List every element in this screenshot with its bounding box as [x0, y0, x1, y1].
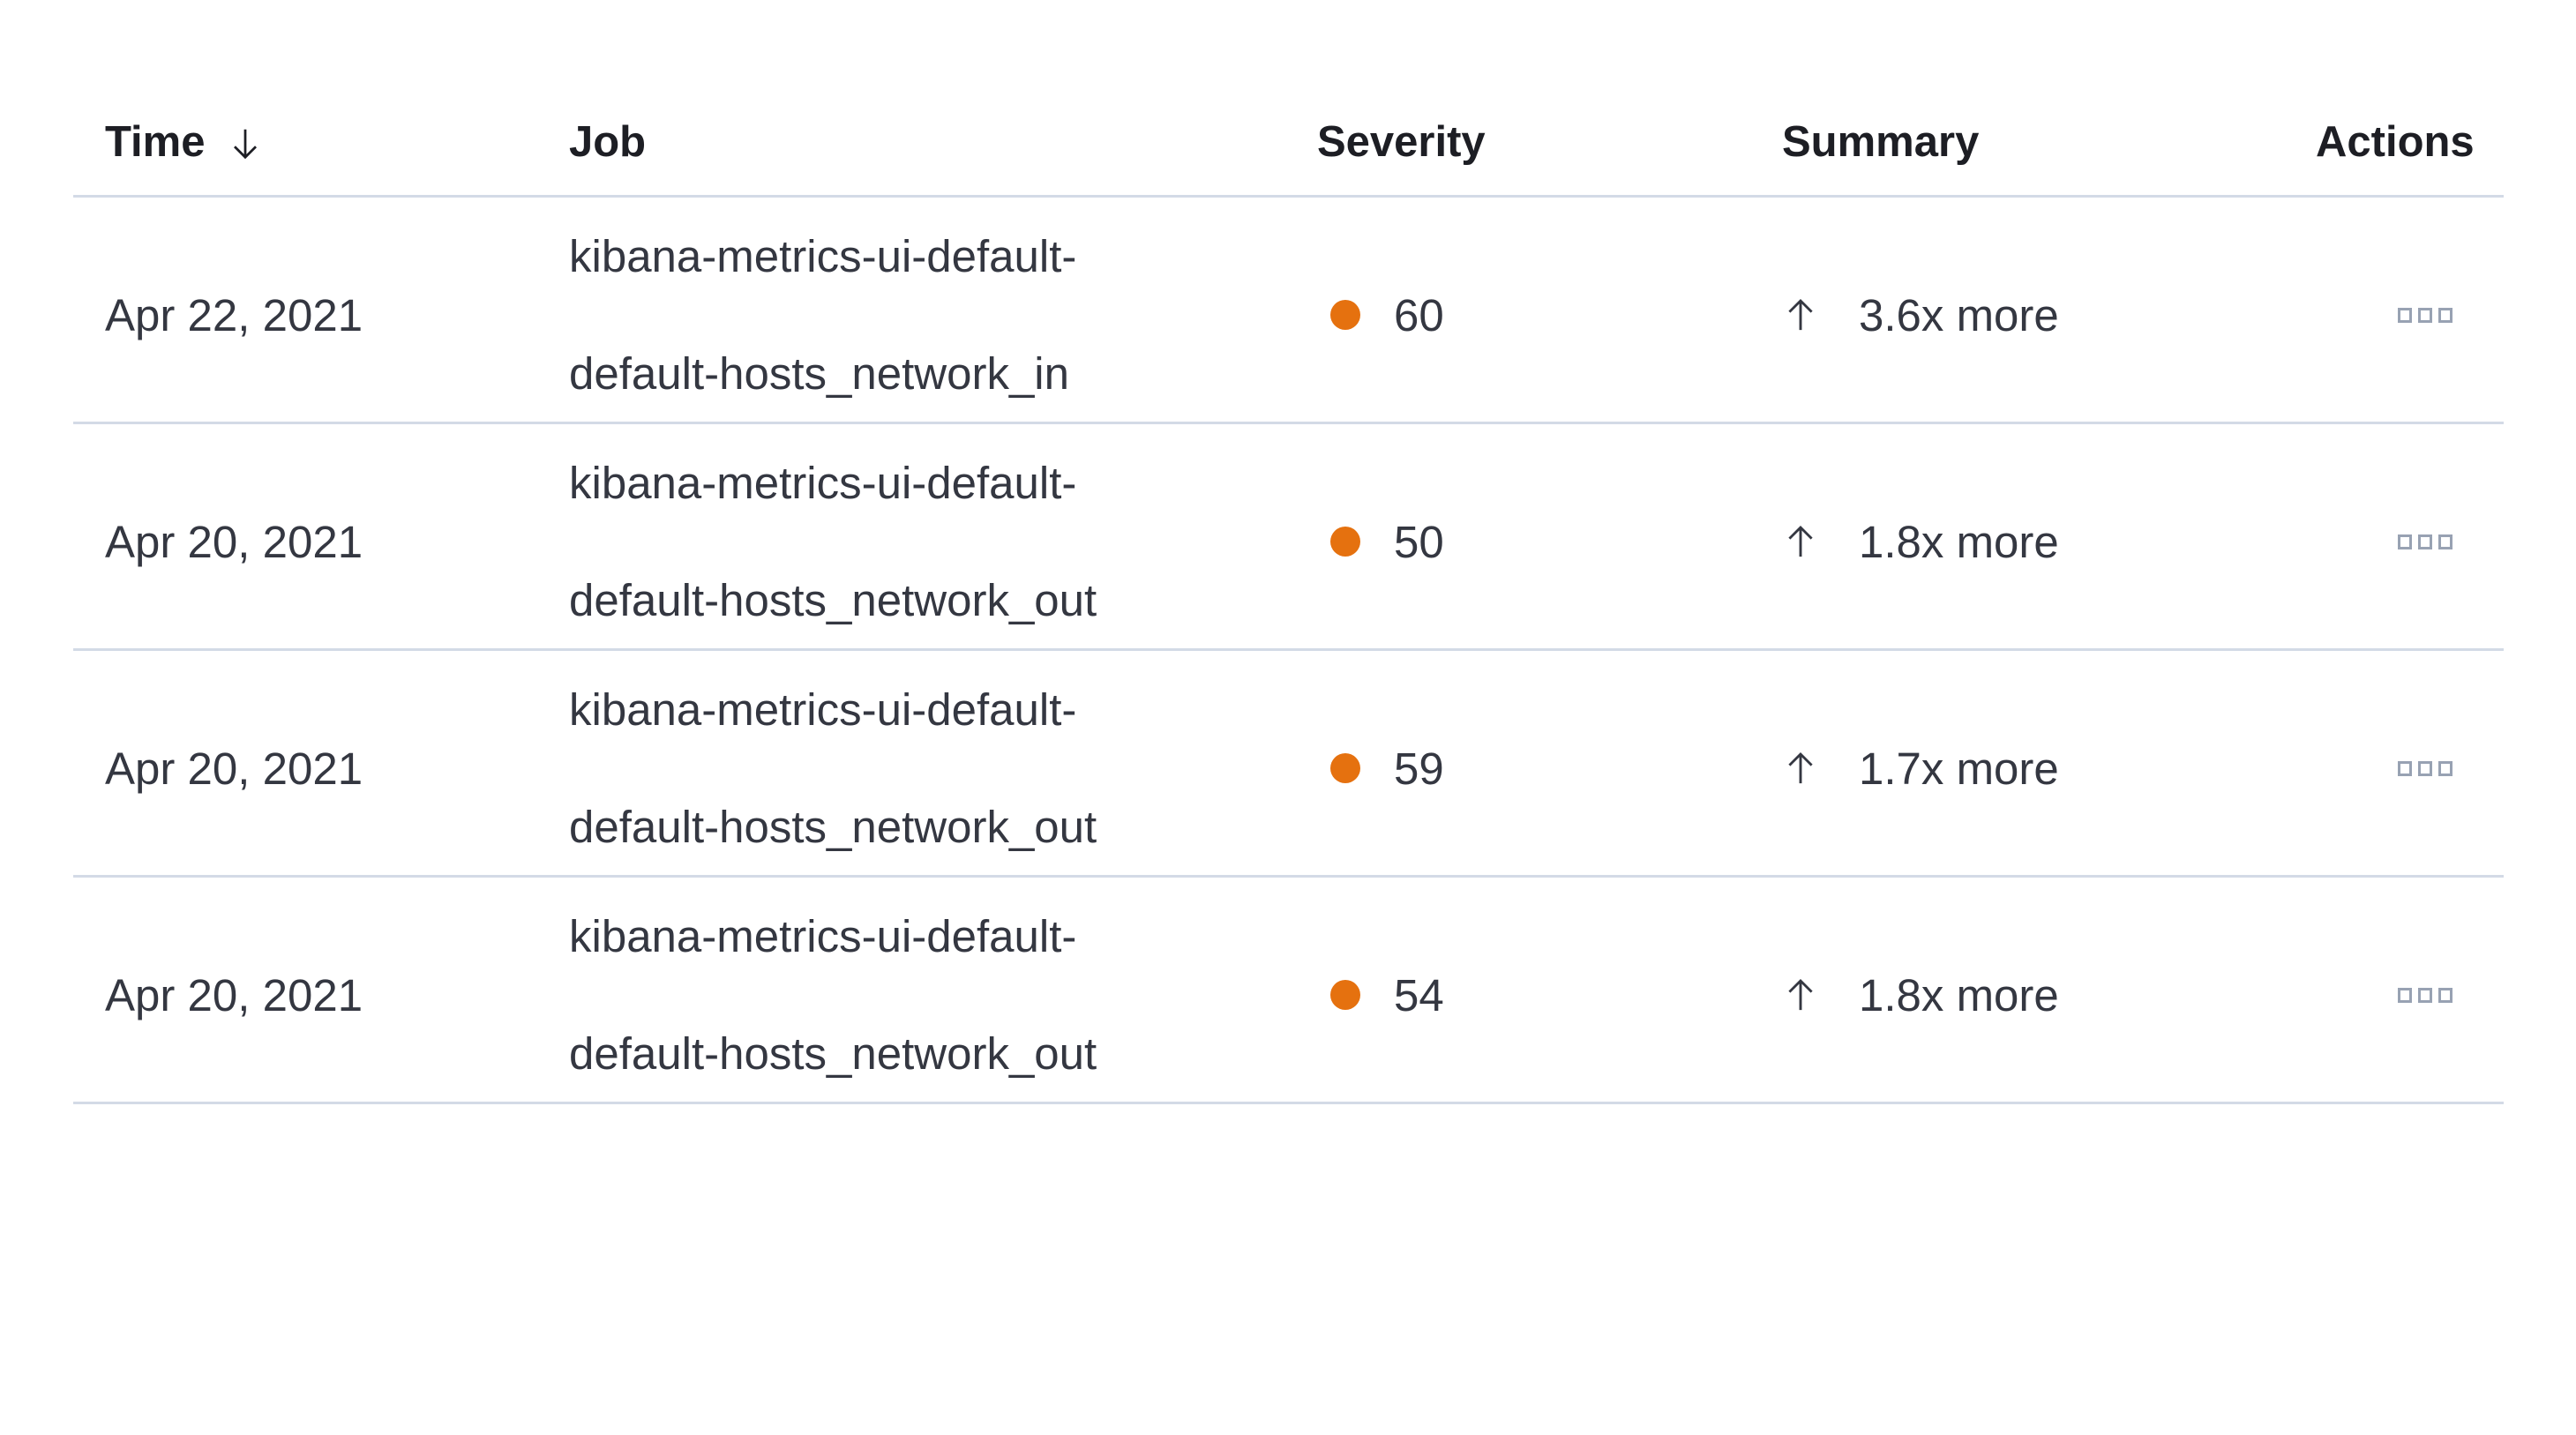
severity-value: 50: [1394, 516, 1444, 567]
actions-cell: [2316, 529, 2504, 555]
severity-cell: 60: [1317, 289, 1782, 341]
summary-text: 1.8x more: [1859, 969, 2059, 1020]
column-header-severity: Severity: [1317, 117, 1486, 166]
job-cell: kibana-metrics-ui-default- default-hosts…: [569, 684, 1097, 852]
summary-cell: 1.8x more: [1782, 969, 2316, 1021]
summary-cell: 1.7x more: [1782, 743, 2316, 795]
row-actions-button[interactable]: [2393, 303, 2458, 328]
table-row: Apr 22, 2021 kibana-metrics-ui-default- …: [73, 198, 2504, 424]
actions-cell: [2316, 756, 2504, 781]
severity-dot-icon: [1330, 753, 1360, 783]
severity-cell: 59: [1317, 743, 1782, 795]
sort-descending-icon: [234, 129, 258, 159]
job-cell: kibana-metrics-ui-default- default-hosts…: [569, 911, 1097, 1079]
summary-cell: 3.6x more: [1782, 289, 2316, 341]
severity-dot-icon: [1330, 980, 1360, 1010]
summary-text: 1.7x more: [1859, 743, 2059, 794]
table-row: Apr 20, 2021 kibana-metrics-ui-default- …: [73, 878, 2504, 1104]
boxes-horizontal-icon: [2398, 760, 2412, 776]
row-actions-button[interactable]: [2393, 756, 2458, 781]
column-header-actions: Actions: [2316, 117, 2475, 166]
severity-value: 60: [1394, 289, 1444, 340]
severity-cell: 54: [1317, 969, 1782, 1021]
summary-cell: 1.8x more: [1782, 516, 2316, 568]
time-cell: Apr 20, 2021: [105, 516, 363, 567]
column-header-time-label: Time: [105, 117, 206, 166]
job-cell: kibana-metrics-ui-default- default-hosts…: [569, 231, 1077, 399]
severity-dot-icon: [1330, 300, 1360, 330]
column-header-summary: Summary: [1782, 117, 1980, 166]
row-actions-button[interactable]: [2393, 983, 2458, 1008]
time-cell: Apr 20, 2021: [105, 743, 363, 794]
severity-value: 54: [1394, 969, 1444, 1020]
anomalies-table: Time Job Severity Summary Actions Apr 22…: [73, 88, 2504, 1104]
boxes-horizontal-icon: [2398, 534, 2412, 549]
boxes-horizontal-icon: [2398, 987, 2412, 1003]
actions-cell: [2316, 303, 2504, 328]
row-actions-button[interactable]: [2393, 529, 2458, 555]
summary-text: 1.8x more: [1859, 516, 2059, 567]
severity-value: 59: [1394, 743, 1444, 794]
time-cell: Apr 20, 2021: [105, 969, 363, 1020]
severity-dot-icon: [1330, 527, 1360, 557]
job-cell: kibana-metrics-ui-default- default-hosts…: [569, 458, 1097, 625]
trend-up-icon: [1788, 525, 1813, 557]
actions-cell: [2316, 983, 2504, 1008]
column-header-time[interactable]: Time: [73, 117, 569, 167]
time-cell: Apr 22, 2021: [105, 289, 363, 340]
summary-text: 3.6x more: [1859, 289, 2059, 340]
table-row: Apr 20, 2021 kibana-metrics-ui-default- …: [73, 424, 2504, 651]
severity-cell: 50: [1317, 516, 1782, 568]
boxes-horizontal-icon: [2398, 307, 2412, 323]
table-header-row: Time Job Severity Summary Actions: [73, 88, 2504, 198]
trend-up-icon: [1788, 751, 1813, 784]
column-header-job: Job: [569, 117, 647, 166]
trend-up-icon: [1788, 978, 1813, 1011]
trend-up-icon: [1788, 298, 1813, 331]
table-row: Apr 20, 2021 kibana-metrics-ui-default- …: [73, 651, 2504, 878]
